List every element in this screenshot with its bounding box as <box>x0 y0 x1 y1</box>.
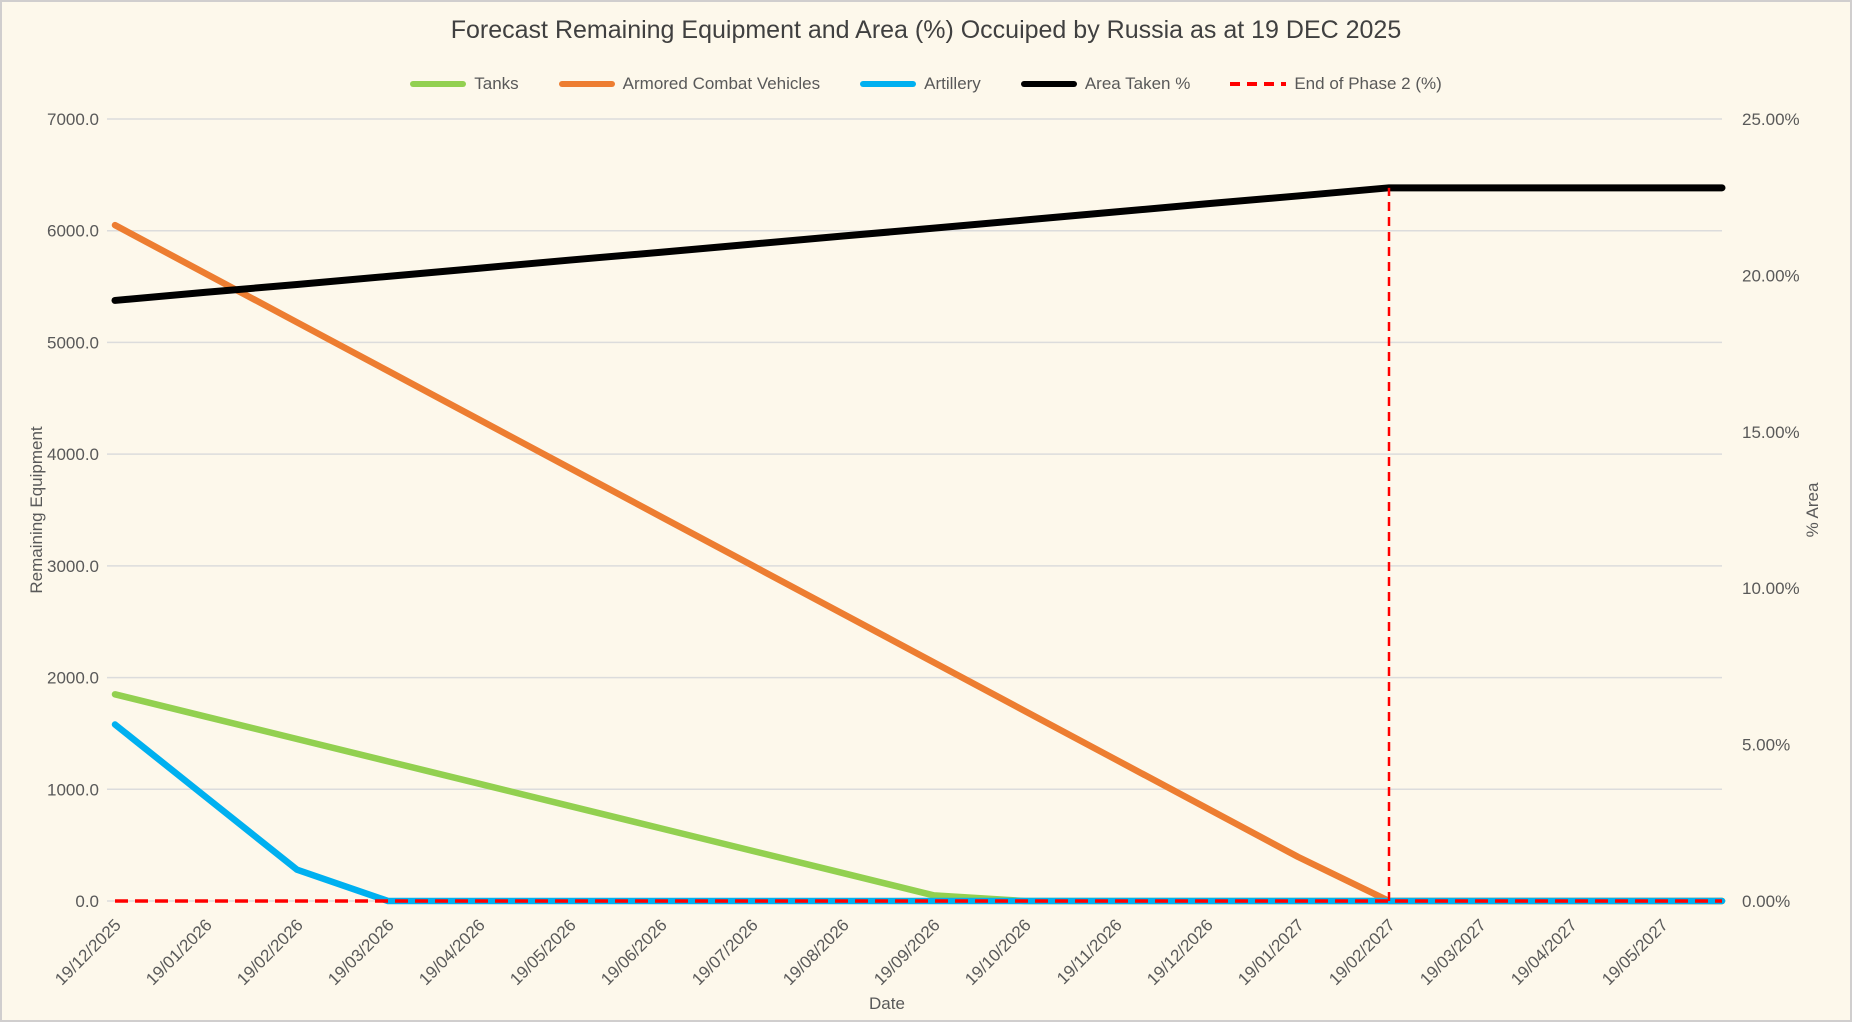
left-axis-tick-label: 2000.0 <box>47 669 99 688</box>
legend-swatch-icon <box>1230 82 1287 86</box>
x-axis-tick-label: 19/05/2026 <box>506 915 580 989</box>
x-axis-tick-label: 19/07/2026 <box>688 915 762 989</box>
series-line-armored-combat-vehicles <box>111 221 1726 905</box>
legend-item-armored-combat-vehicles: Armored Combat Vehicles <box>558 74 821 94</box>
right-axis-tick-label: 20.00% <box>1742 266 1800 285</box>
left-axis-tick-label: 6000.0 <box>47 222 99 241</box>
x-axis-tick-label: 19/04/2026 <box>415 915 489 989</box>
legend-label: Tanks <box>474 74 519 93</box>
legend-swatch-icon <box>860 81 917 87</box>
legend-label: End of Phase 2 (%) <box>1294 74 1442 93</box>
right-axis-tick-label: 15.00% <box>1742 423 1800 442</box>
x-axis-tick-label: 19/03/2027 <box>1416 915 1490 989</box>
x-axis-tick-label: 19/10/2026 <box>961 915 1035 989</box>
left-axis-tick-label: 3000.0 <box>47 557 99 576</box>
right-axis-tick-label: 25.00% <box>1742 110 1800 129</box>
legend-item-tanks: Tanks <box>410 74 519 94</box>
legend: Tanks Armored Combat Vehicles Artillery Are… <box>2 74 1850 94</box>
chart-title: Forecast Remaining Equipment and Area (%… <box>450 16 1402 44</box>
left-axis-tick-label: 1000.0 <box>47 780 99 799</box>
x-axis-tick-label: 19/08/2026 <box>779 915 853 989</box>
x-axis-title: Date <box>869 994 905 1013</box>
x-axis-tick-label: 19/12/2026 <box>1143 915 1217 989</box>
legend-item-artillery: Artillery <box>860 74 981 94</box>
x-axis-tick-label: 19/11/2026 <box>1053 915 1126 988</box>
series-line-tanks <box>111 691 1726 905</box>
legend-label: Artillery <box>924 74 981 93</box>
x-axis-tick-label: 19/04/2027 <box>1507 915 1581 989</box>
x-axis-tick-label: 19/01/2026 <box>142 915 216 989</box>
legend-label: Armored Combat Vehicles <box>622 74 821 93</box>
right-axis-tick-label: 5.00% <box>1742 736 1790 755</box>
left-axis-tick-label: 5000.0 <box>47 333 99 352</box>
legend-swatch-icon <box>1020 81 1077 87</box>
left-axis-tick-label: 4000.0 <box>47 445 99 464</box>
left-axis-tick-label: 0.0 <box>75 892 99 911</box>
legend-swatch-icon <box>410 81 467 87</box>
left-axis-tick-label: 7000.0 <box>47 110 99 129</box>
legend-label: Area Taken % <box>1084 74 1191 93</box>
x-axis-tick-label: 19/02/2027 <box>1325 915 1399 989</box>
x-axis-tick-label: 19/01/2027 <box>1234 915 1308 989</box>
right-axis-tick-label: 0.00% <box>1742 892 1790 911</box>
x-axis-tick-label: 19/03/2026 <box>324 915 398 989</box>
x-axis-tick-label: 19/06/2026 <box>597 915 671 989</box>
legend-item-end-of-phase-2-: End of Phase 2 (%) <box>1230 74 1442 94</box>
series-line-area-taken- <box>111 184 1726 304</box>
x-axis-tick-label: 19/12/2025 <box>51 915 125 989</box>
legend-item-area-taken-: Area Taken % <box>1020 74 1191 94</box>
left-axis-title: Remaining Equipment <box>27 426 46 594</box>
right-axis-tick-label: 10.00% <box>1742 579 1800 598</box>
x-axis-tick-label: 19/09/2026 <box>870 915 944 989</box>
legend-swatch-icon <box>558 81 615 87</box>
x-axis-tick-label: 19/05/2027 <box>1598 915 1672 989</box>
right-axis-title: % Area <box>1803 482 1822 537</box>
x-axis-tick-label: 19/02/2026 <box>233 915 307 989</box>
